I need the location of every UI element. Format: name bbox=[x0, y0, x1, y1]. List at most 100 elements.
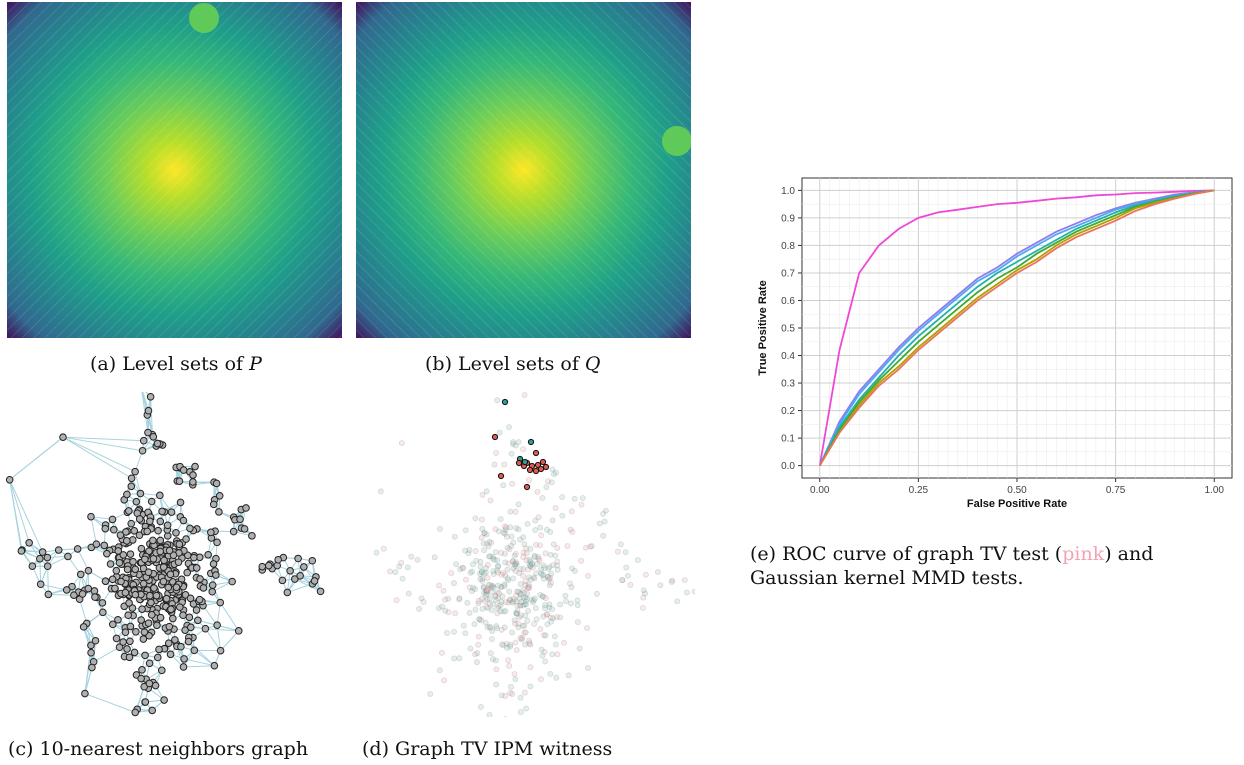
faded-point bbox=[513, 647, 520, 654]
faded-point bbox=[549, 517, 556, 524]
graph-node bbox=[103, 549, 111, 558]
faded-point bbox=[484, 561, 491, 568]
faded-point bbox=[439, 603, 446, 610]
faded-point bbox=[484, 574, 491, 581]
faded-point bbox=[587, 543, 594, 550]
faded-point bbox=[518, 636, 525, 643]
faded-point bbox=[526, 584, 533, 590]
graph-node bbox=[159, 577, 168, 586]
graph-node bbox=[216, 598, 225, 607]
panel-b bbox=[356, 2, 692, 338]
faded-point bbox=[483, 591, 490, 598]
faded-point bbox=[472, 548, 479, 554]
faded-point bbox=[513, 610, 520, 617]
faded-point bbox=[691, 588, 698, 595]
faded-point bbox=[435, 605, 442, 612]
faded-point bbox=[488, 539, 495, 546]
faded-point bbox=[546, 601, 553, 608]
faded-point bbox=[531, 554, 538, 560]
graph-node bbox=[167, 508, 176, 516]
faded-point bbox=[543, 611, 550, 618]
graph-node bbox=[286, 567, 294, 575]
graph-node bbox=[156, 547, 165, 556]
faded-point bbox=[634, 557, 641, 564]
level-sets-q-image bbox=[356, 2, 692, 338]
faded-point bbox=[498, 571, 505, 578]
faded-point bbox=[529, 599, 536, 606]
faded-point bbox=[467, 645, 474, 652]
caption-e-pre: (e) ROC curve of graph TV test ( bbox=[750, 543, 1063, 565]
faded-point bbox=[525, 582, 532, 589]
graph-node bbox=[139, 635, 148, 643]
graph-node bbox=[144, 568, 153, 577]
graph-node bbox=[119, 638, 127, 646]
faded-point bbox=[507, 643, 514, 650]
graph-node bbox=[73, 545, 82, 553]
faded-point bbox=[533, 616, 540, 623]
faded-point bbox=[517, 591, 524, 598]
faded-point bbox=[560, 639, 567, 646]
faded-point bbox=[505, 657, 512, 664]
faded-point bbox=[510, 539, 517, 546]
graph-node bbox=[274, 555, 282, 564]
graph-node bbox=[109, 525, 118, 534]
caption-b-var: Q bbox=[584, 353, 601, 375]
graph-node bbox=[38, 548, 47, 556]
faded-point bbox=[600, 510, 607, 517]
graph-node bbox=[125, 599, 133, 607]
faded-point bbox=[472, 586, 479, 593]
graph-node bbox=[167, 605, 175, 614]
witness-point bbox=[537, 465, 545, 473]
y-tick-label: 0.9 bbox=[781, 213, 795, 224]
faded-point bbox=[602, 507, 609, 514]
faded-point bbox=[520, 622, 526, 629]
faded-point bbox=[512, 567, 519, 574]
graph-node bbox=[135, 531, 144, 540]
faded-point bbox=[516, 595, 523, 602]
faded-point bbox=[495, 603, 502, 610]
faded-point bbox=[472, 606, 479, 613]
caption-e-post: ) and bbox=[1104, 543, 1154, 565]
graph-node bbox=[154, 526, 162, 535]
faded-point bbox=[542, 602, 548, 608]
faded-point bbox=[574, 597, 581, 604]
faded-point bbox=[541, 632, 547, 639]
graph-node bbox=[36, 580, 45, 589]
faded-point bbox=[501, 624, 508, 631]
faded-point bbox=[505, 599, 512, 606]
faded-point bbox=[427, 690, 434, 697]
faded-point bbox=[539, 652, 546, 659]
faded-point bbox=[466, 547, 473, 553]
faded-point bbox=[486, 595, 493, 602]
faded-point bbox=[522, 578, 529, 585]
faded-point bbox=[480, 540, 487, 547]
graph-node bbox=[101, 577, 110, 586]
faded-point bbox=[544, 610, 551, 617]
faded-point bbox=[527, 562, 534, 569]
graph-node bbox=[43, 553, 52, 562]
faded-point bbox=[521, 689, 528, 696]
faded-point bbox=[554, 651, 561, 658]
faded-point bbox=[568, 584, 575, 591]
faded-point bbox=[509, 629, 516, 636]
faded-point bbox=[486, 711, 493, 718]
faded-point bbox=[472, 651, 479, 658]
faded-point bbox=[536, 557, 543, 564]
faded-point bbox=[494, 557, 501, 564]
witness-scatter bbox=[373, 392, 698, 730]
faded-point bbox=[511, 671, 518, 678]
graph-node bbox=[108, 515, 117, 524]
graph-node bbox=[164, 639, 173, 648]
faded-point bbox=[477, 558, 484, 565]
faded-point bbox=[541, 648, 548, 655]
y-tick-label: 0.1 bbox=[781, 434, 795, 445]
faded-point bbox=[537, 626, 544, 632]
faded-point bbox=[546, 563, 553, 570]
graph-node bbox=[159, 563, 168, 571]
graph-node bbox=[199, 584, 208, 592]
graph-node bbox=[146, 591, 154, 600]
caption-a-text: (a) Level sets of bbox=[90, 353, 250, 375]
graph-node bbox=[123, 490, 131, 499]
graph-node bbox=[183, 568, 191, 577]
graph-node bbox=[308, 556, 317, 565]
